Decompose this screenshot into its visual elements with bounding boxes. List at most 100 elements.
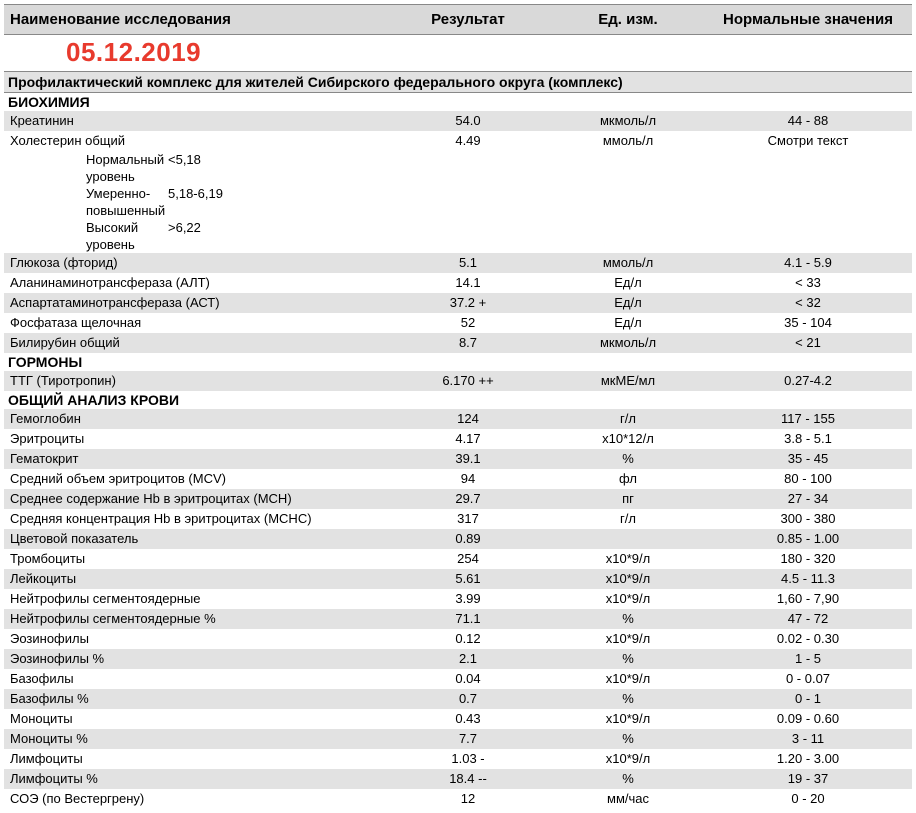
cell-norm: 0.02 - 0.30 — [708, 630, 908, 648]
cell-unit: ммоль/л — [548, 132, 708, 150]
cell-norm: 4.1 - 5.9 — [708, 254, 908, 272]
cell-result: 124 — [388, 410, 548, 428]
cell-norm: 180 - 320 — [708, 550, 908, 568]
cell-unit: Ед/л — [548, 314, 708, 332]
cell-result: 1.03 - — [388, 750, 548, 768]
sub-value: >6,22 — [168, 219, 248, 253]
cell-name: Глюкоза (фторид) — [8, 254, 388, 272]
cell-name: Эритроциты — [8, 430, 388, 448]
table-row: Среднее содержание Hb в эритроцитах (MCH… — [4, 489, 912, 509]
cell-name: Нейтрофилы сегментоядерные — [8, 590, 388, 608]
cell-unit: % — [548, 450, 708, 468]
cell-name: Базофилы % — [8, 690, 388, 708]
header-name: Наименование исследования — [8, 11, 388, 28]
cell-result: 8.7 — [388, 334, 548, 352]
table-row: Базофилы0.04х10*9/л0 - 0.07 — [4, 669, 912, 689]
cell-norm: < 33 — [708, 274, 908, 292]
cell-name: Моноциты — [8, 710, 388, 728]
sub-value: 5,18-6,19 — [168, 185, 248, 219]
cell-name: Холестерин общий — [8, 132, 388, 150]
table-row: Аспартатаминотрансфераза (АСТ)37.2 +Ед/л… — [4, 293, 912, 313]
cell-norm: 35 - 45 — [708, 450, 908, 468]
cell-name: Эозинофилы % — [8, 650, 388, 668]
cell-name: ТТГ (Тиротропин) — [8, 372, 388, 390]
cell-unit: Ед/л — [548, 274, 708, 292]
cell-norm: 27 - 34 — [708, 490, 908, 508]
cell-unit: х10*12/л — [548, 430, 708, 448]
cell-norm: Смотри текст — [708, 132, 908, 150]
cell-result: 0.43 — [388, 710, 548, 728]
cell-result: 5.1 — [388, 254, 548, 272]
cell-result: 0.04 — [388, 670, 548, 688]
cell-result: 54.0 — [388, 112, 548, 130]
table-row: Эозинофилы0.12х10*9/л0.02 - 0.30 — [4, 629, 912, 649]
cell-name: Средний объем эритроцитов (MCV) — [8, 470, 388, 488]
cell-unit: х10*9/л — [548, 710, 708, 728]
cell-name: Тромбоциты — [8, 550, 388, 568]
table-row: Средний объем эритроцитов (MCV)94фл80 - … — [4, 469, 912, 489]
cell-norm: 1,60 - 7,90 — [708, 590, 908, 608]
cell-name: Аспартатаминотрансфераза (АСТ) — [8, 294, 388, 312]
cell-unit — [548, 530, 708, 548]
category-title: БИОХИМИЯ — [4, 93, 912, 111]
header-result: Результат — [388, 11, 548, 28]
cell-norm: 0 - 1 — [708, 690, 908, 708]
cell-name: Лимфоциты % — [8, 770, 388, 788]
cell-name: Цветовой показатель — [8, 530, 388, 548]
cell-norm: < 21 — [708, 334, 908, 352]
table-row: Гематокрит39.1%35 - 45 — [4, 449, 912, 469]
cell-unit: % — [548, 610, 708, 628]
table-row: Лимфоциты1.03 -х10*9/л1.20 - 3.00 — [4, 749, 912, 769]
table-row: Креатинин54.0мкмоль/л44 - 88 — [4, 111, 912, 131]
cell-name: СОЭ (по Вестергрену) — [8, 790, 388, 808]
cell-result: 254 — [388, 550, 548, 568]
cell-unit: % — [548, 730, 708, 748]
cell-result: 5.61 — [388, 570, 548, 588]
cell-unit: % — [548, 770, 708, 788]
cell-norm: 3.8 - 5.1 — [708, 430, 908, 448]
cell-norm: 80 - 100 — [708, 470, 908, 488]
table-header: Наименование исследования Результат Ед. … — [4, 4, 912, 35]
section-title: Профилактический комплекс для жителей Си… — [4, 71, 912, 93]
cell-name: Лимфоциты — [8, 750, 388, 768]
cell-name: Средняя концентрация Hb в эритроцитах (M… — [8, 510, 388, 528]
cell-unit: г/л — [548, 510, 708, 528]
cell-norm: < 32 — [708, 294, 908, 312]
sub-label: Высокий уровень — [8, 219, 168, 253]
table-row: Нейтрофилы сегментоядерные3.99х10*9/л1,6… — [4, 589, 912, 609]
cell-unit: пг — [548, 490, 708, 508]
cell-norm: 4.5 - 11.3 — [708, 570, 908, 588]
cell-unit: мм/час — [548, 790, 708, 808]
cell-norm: 1 - 5 — [708, 650, 908, 668]
cell-result: 37.2 + — [388, 294, 548, 312]
table-row: Цветовой показатель0.890.85 - 1.00 — [4, 529, 912, 549]
cell-result: 14.1 — [388, 274, 548, 292]
cell-name: Среднее содержание Hb в эритроцитах (MCH… — [8, 490, 388, 508]
cell-unit: х10*9/л — [548, 590, 708, 608]
cell-result: 6.170 ++ — [388, 372, 548, 390]
header-unit: Ед. изм. — [548, 11, 708, 28]
cell-norm: 300 - 380 — [708, 510, 908, 528]
table-row: Эозинофилы %2.1%1 - 5 — [4, 649, 912, 669]
header-norm: Нормальные значения — [708, 11, 908, 28]
cell-unit: фл — [548, 470, 708, 488]
cell-result: 0.89 — [388, 530, 548, 548]
cell-result: 29.7 — [388, 490, 548, 508]
cell-name: Фосфатаза щелочная — [8, 314, 388, 332]
table-row: Лимфоциты %18.4 --%19 - 37 — [4, 769, 912, 789]
sub-value: <5,18 — [168, 151, 248, 185]
cell-norm: 3 - 11 — [708, 730, 908, 748]
cell-norm: 47 - 72 — [708, 610, 908, 628]
table-row: Эритроциты4.17х10*12/л3.8 - 5.1 — [4, 429, 912, 449]
table-row: Моноциты %7.7%3 - 11 — [4, 729, 912, 749]
date-stamp: 05.12.2019 — [4, 39, 912, 69]
cell-unit: х10*9/л — [548, 670, 708, 688]
cell-name: Лейкоциты — [8, 570, 388, 588]
table-row: Глюкоза (фторид)5.1ммоль/л4.1 - 5.9 — [4, 253, 912, 273]
date-stamp-text: 05.12.2019 — [66, 37, 201, 68]
cell-result: 39.1 — [388, 450, 548, 468]
sub-label: Умеренно-повышенный — [8, 185, 168, 219]
table-row: Средняя концентрация Hb в эритроцитах (M… — [4, 509, 912, 529]
cell-norm: 19 - 37 — [708, 770, 908, 788]
table-row: Холестерин общий4.49ммоль/лСмотри текст — [4, 131, 912, 151]
